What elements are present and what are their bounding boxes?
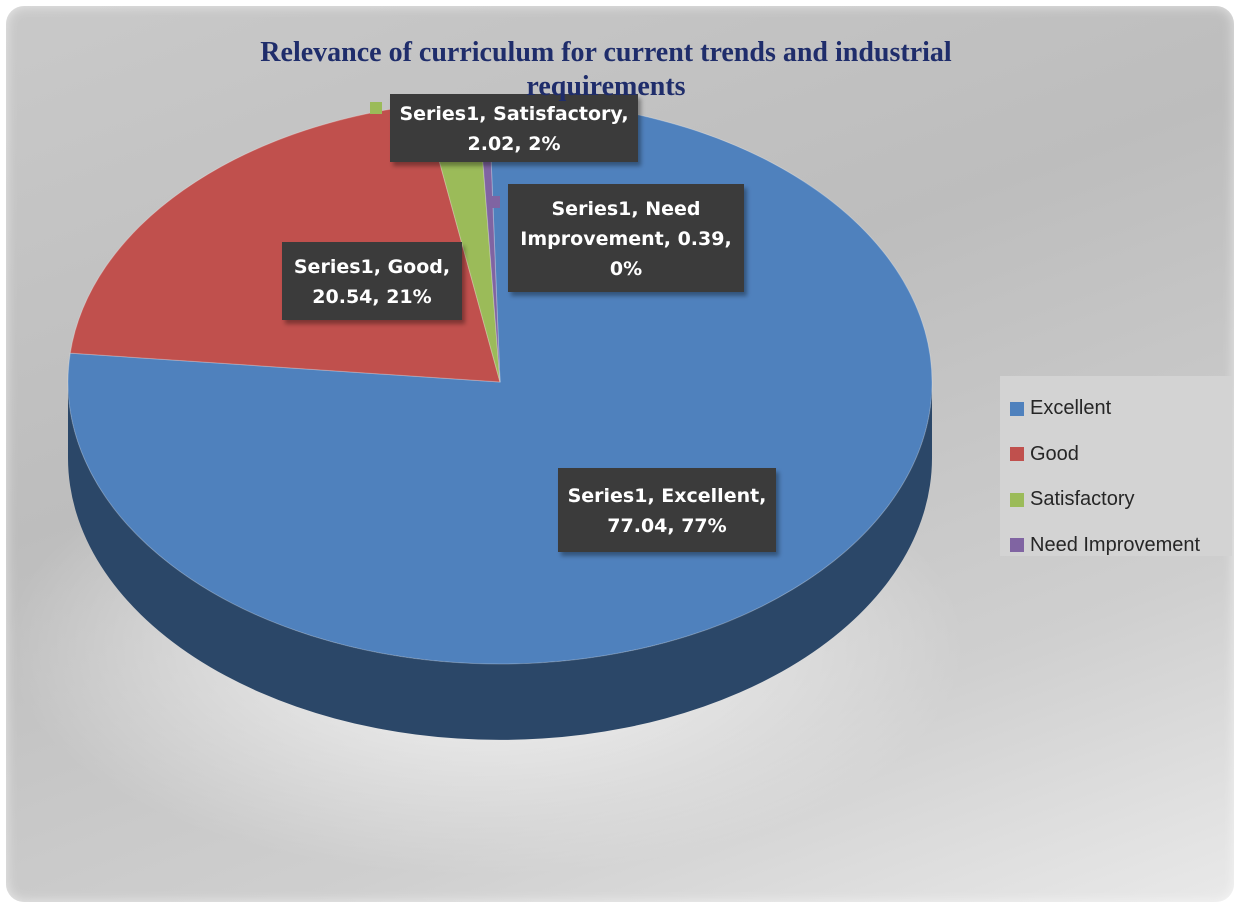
data-label-text: 0%: [610, 258, 642, 280]
data-label-text: Improvement, 0.39,: [520, 228, 731, 250]
data-label-need-improvement: Series1, Need Improvement, 0.39, 0%: [488, 184, 744, 292]
data-label-text: Series1, Satisfactory,: [399, 103, 628, 125]
legend-item-satisfactory: Satisfactory: [1010, 477, 1222, 523]
data-label-box: [558, 468, 776, 552]
legend-item-excellent: Excellent: [1010, 386, 1222, 432]
pie-chart: Series1, Excellent, 77.04, 77% Series1, Go…: [6, 94, 966, 876]
data-label-box: [390, 94, 638, 162]
legend-item-good: Good: [1010, 432, 1222, 478]
legend-label: Excellent: [1030, 397, 1112, 420]
data-label-satisfactory: Series1, Satisfactory, 2.02, 2%: [370, 94, 638, 162]
legend-label: Need Improvement: [1030, 533, 1201, 556]
data-label-excellent: Series1, Excellent, 77.04, 77%: [558, 468, 776, 552]
legend-swatch: [1010, 492, 1024, 507]
pie-side-excellent: [68, 382, 932, 740]
data-label-text: 20.54, 21%: [312, 286, 431, 308]
chart-legend: Excellent Good Satisfactory Need Improvemen…: [1000, 376, 1232, 556]
data-label-legend-key: [370, 102, 382, 114]
data-label-text: 2.02, 2%: [468, 133, 561, 155]
data-label-box: [282, 242, 462, 320]
legend-swatch: [1010, 447, 1024, 462]
pie-top: [67, 99, 933, 665]
data-label-text: Series1, Good,: [294, 256, 450, 278]
pie-data-labels: Series1, Excellent, 77.04, 77% Series1, Go…: [282, 94, 776, 552]
legend-swatch: [1010, 401, 1024, 416]
data-label-legend-key: [488, 196, 500, 208]
chart-area: Relevance of curriculum for current tren…: [6, 6, 1234, 902]
data-label-text: Series1, Excellent,: [568, 485, 767, 507]
legend-label: Satisfactory: [1030, 488, 1135, 511]
data-label-box: [508, 184, 744, 292]
legend-label: Good: [1030, 442, 1079, 465]
data-label-good: Series1, Good, 20.54, 21%: [282, 242, 462, 320]
chart-title: Relevance of curriculum for current tren…: [260, 37, 952, 102]
data-label-text: Series1, Need: [552, 198, 701, 220]
legend-item-need-improvement: Need Improvement: [1010, 523, 1222, 569]
pie-sides: [68, 382, 932, 740]
legend-swatch: [1010, 538, 1024, 553]
data-label-text: 77.04, 77%: [607, 515, 726, 537]
